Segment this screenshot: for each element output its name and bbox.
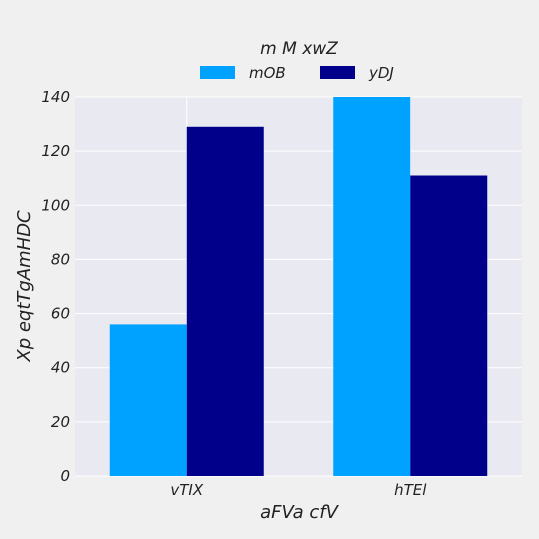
bar-mob-htel [333,97,411,476]
y-axis-label: Xp eqtTgAmHDC [14,210,35,363]
y-tick-label: 40 [51,359,70,377]
bar-ydj-vtix [186,126,264,477]
y-tick-label: 60 [51,305,70,323]
legend-swatch-ydj [320,66,355,79]
x-tick-label: vTIX [170,481,203,499]
y-axis-ticks: 0 20 40 60 80 100 120 140 [41,88,70,485]
y-tick-label: 20 [51,413,70,431]
bar-mob-vtix [109,324,187,476]
y-tick-label: 0 [60,467,70,485]
y-tick-label: 120 [41,142,70,160]
legend-swatch-mob [200,66,235,79]
x-axis-label: aFVa cfV [260,502,340,523]
x-tick-label: hTEl [394,481,427,499]
chart-title: m M xwZ [260,39,338,59]
y-tick-label: 140 [41,88,70,106]
y-tick-label: 80 [51,250,70,268]
y-tick-label: 100 [41,196,70,214]
legend-label-mob: mOB [249,64,286,82]
legend: mOB yDJ [200,64,394,82]
bars [109,97,488,477]
legend-label-ydj: yDJ [368,64,394,82]
x-axis-ticks: vTIX hTEl [170,481,427,499]
bar-ydj-htel [410,175,488,476]
